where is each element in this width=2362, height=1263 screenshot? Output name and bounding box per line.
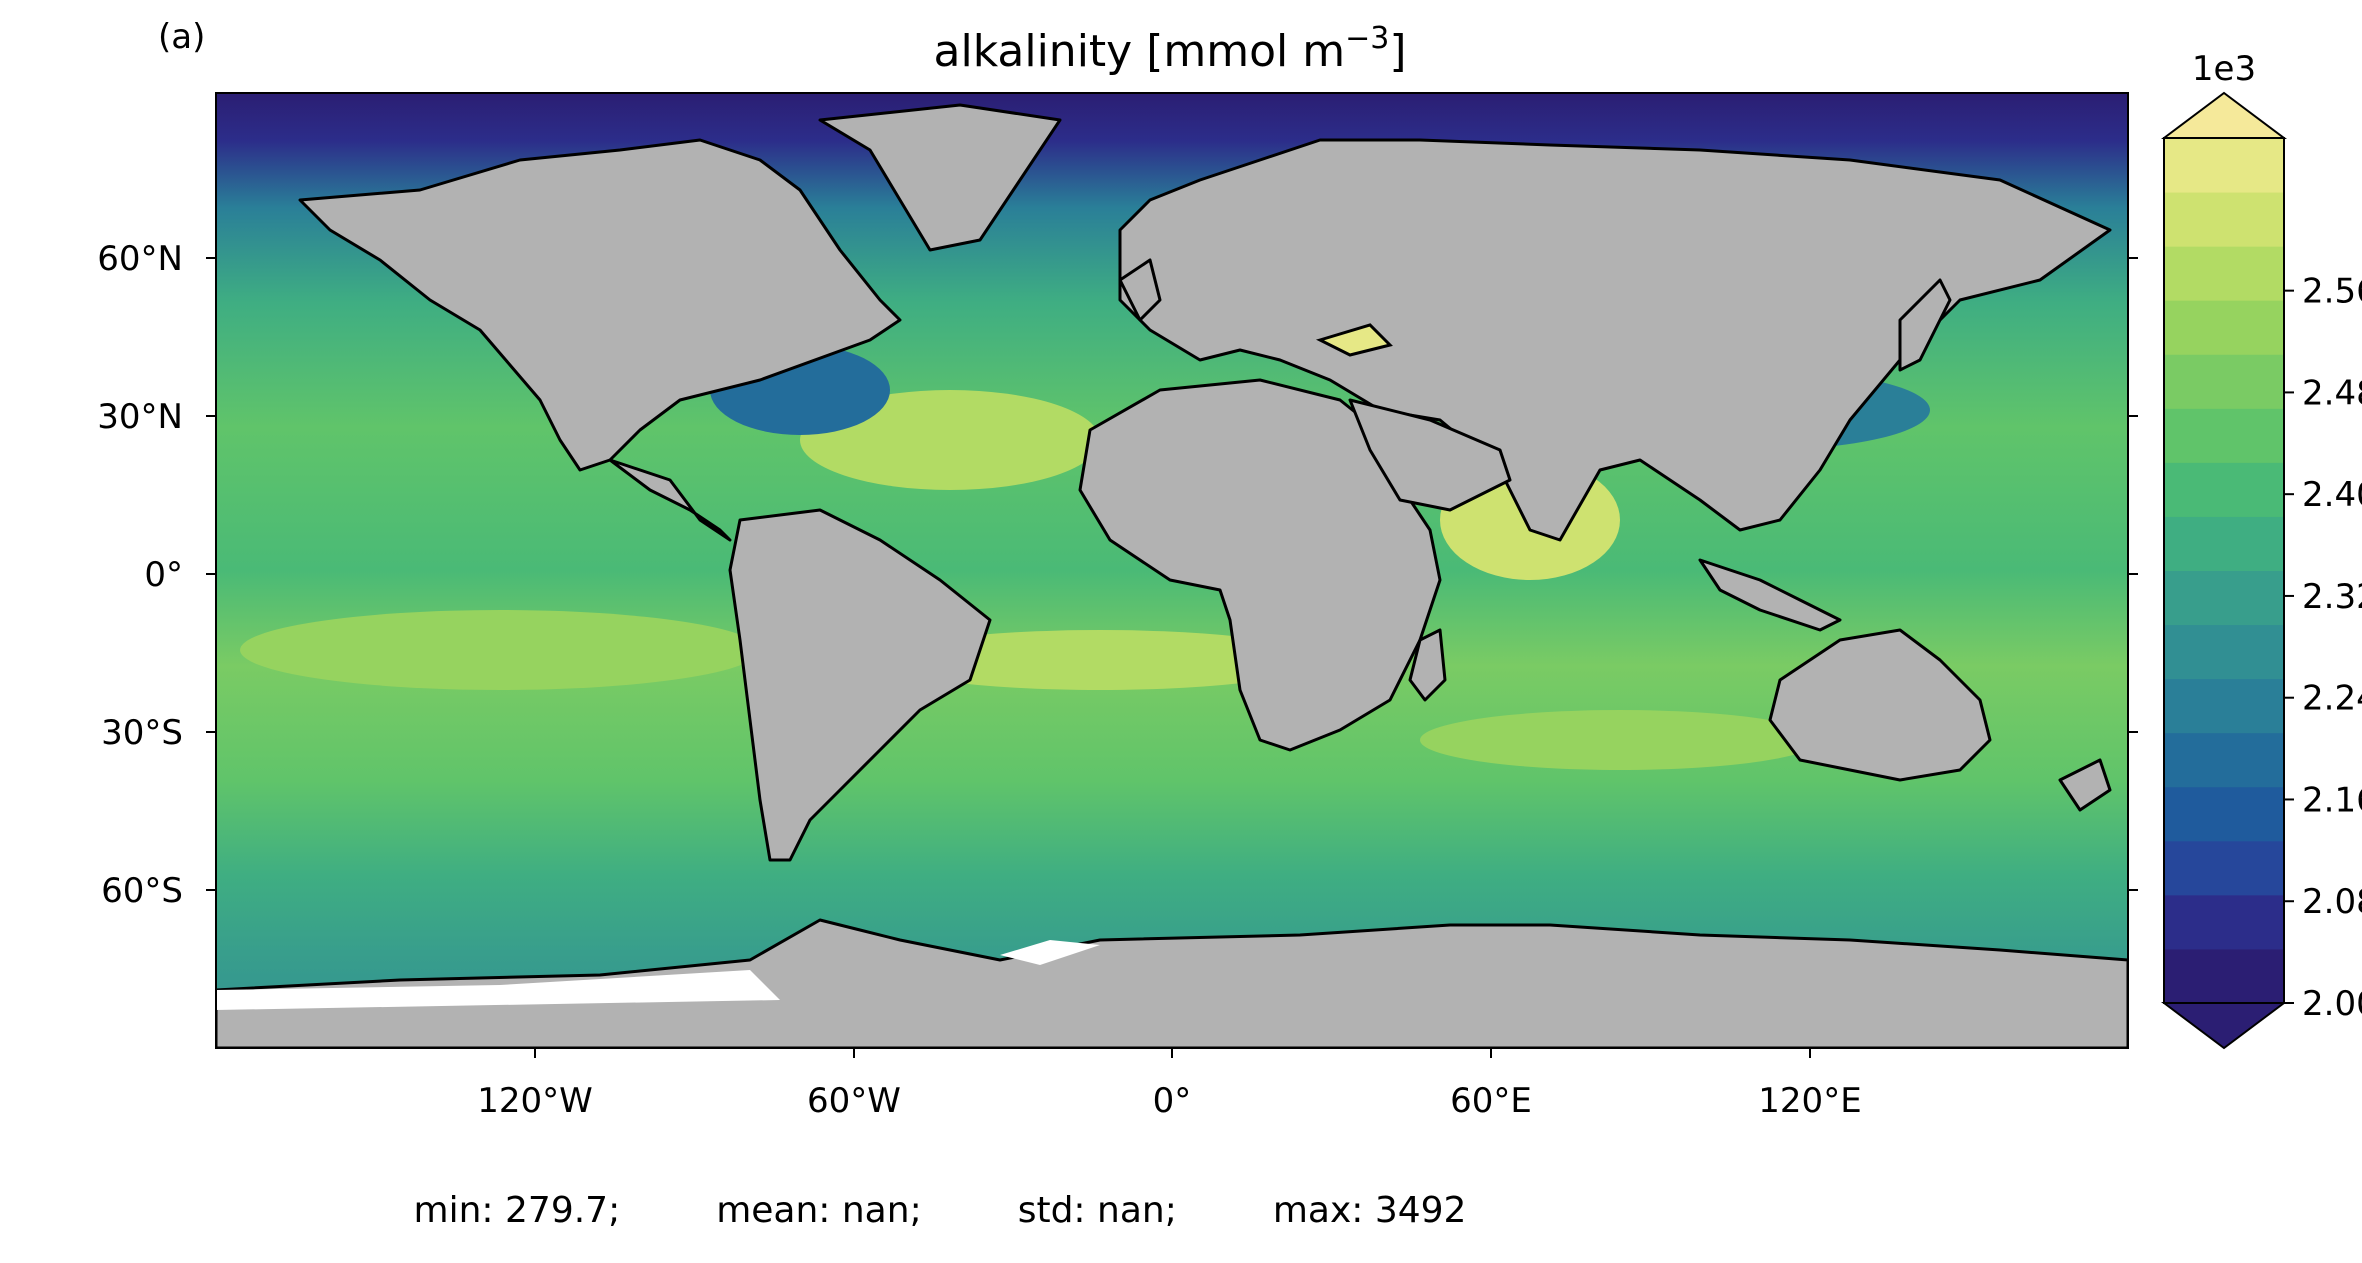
- arabia: [1348, 398, 1512, 512]
- colorbar-band: [2164, 894, 2284, 950]
- stat-std: std: nan;: [1017, 1190, 1177, 1231]
- lon-ticks: [534, 1048, 1811, 1058]
- colorbar-extend-min: [2161, 1002, 2287, 1050]
- colorbar-tick-label: 2.16: [2302, 780, 2362, 820]
- high-alkalinity-south-pacific: [240, 610, 760, 690]
- colorbar-ticks: 2.00 2.08 2.16 2.24 2.32 2.40 2.48 2.56: [2284, 272, 2362, 1024]
- colorbar-offset-label: 1e3: [2192, 49, 2256, 89]
- lat-axis: 60°N 30°N 0° 30°S 60°S: [97, 239, 2138, 911]
- inland-seas: [1315, 323, 1393, 357]
- north-america: [298, 138, 902, 472]
- map-title: alkalinity [mmol m−3]: [934, 21, 1407, 77]
- colorbar-tick-label: 2.08: [2302, 882, 2362, 922]
- colorbar-tick-label: 2.40: [2302, 475, 2362, 515]
- colorbar-extend-max: [2161, 91, 2287, 139]
- colorbar-band: [2164, 786, 2284, 842]
- title-exponent: −3: [1345, 21, 1389, 56]
- colorbar-band: [2164, 138, 2284, 193]
- colorbar-band: [2164, 516, 2284, 571]
- lon-label: 60°W: [807, 1081, 901, 1121]
- colorbar-band: [2164, 624, 2284, 680]
- colorbar-tick-label: 2.48: [2302, 373, 2362, 413]
- stat-max: max: 3492: [1272, 1190, 1467, 1231]
- lon-label: 0°: [1153, 1081, 1192, 1121]
- madagascar: [1408, 628, 1447, 702]
- lat-label: 60°N: [97, 239, 183, 279]
- colorbar-band: [2164, 570, 2284, 626]
- lat-label: 30°S: [101, 713, 183, 753]
- high-alkalinity-atlantic: [800, 390, 1100, 490]
- eurasia: [1118, 138, 2112, 542]
- colorbar: 1e3 2.00 2.08 2.16 2.24 2.32 2.40 2.48 2.56: [2161, 49, 2362, 1050]
- stat-mean: mean: nan;: [716, 1190, 922, 1231]
- lon-axis: 120°W 60°W 0° 60°E 120°E: [477, 1048, 1862, 1121]
- central-america: [608, 458, 732, 542]
- colorbar-band: [2164, 192, 2284, 247]
- title-end: ]: [1389, 26, 1406, 77]
- antarctica: [216, 918, 2128, 1048]
- indonesia: [1698, 558, 1842, 632]
- lat-label: 30°N: [97, 397, 183, 437]
- stat-min: min: 279.7;: [413, 1190, 621, 1231]
- title-main: alkalinity [mmol m: [934, 26, 1346, 77]
- colorbar-band: [2164, 354, 2284, 409]
- colorbar-tick-label: 2.24: [2302, 679, 2362, 719]
- sea-ice: [216, 940, 1100, 1010]
- new-zealand: [2058, 758, 2112, 812]
- summary-stats: min: 279.7; mean: nan; std: nan; max: 3492: [0, 1190, 1880, 1231]
- colorbar-band: [2164, 408, 2284, 463]
- british-isles: [1118, 258, 1162, 322]
- map-area: [216, 93, 2128, 1048]
- africa: [1078, 378, 1442, 752]
- colorbar-bands: [2164, 138, 2284, 1004]
- colorbar-tick-label: 2.00: [2302, 984, 2362, 1024]
- colorbar-band: [2164, 948, 2284, 1004]
- japan: [1898, 278, 1952, 372]
- colorbar-band: [2164, 462, 2284, 517]
- high-alkalinity-south-atlantic: [880, 630, 1320, 690]
- colorbar-band: [2164, 300, 2284, 355]
- colorbar-band: [2164, 678, 2284, 734]
- black-sea: [1315, 323, 1393, 357]
- australia: [1768, 628, 1992, 782]
- lon-label: 120°W: [477, 1081, 593, 1121]
- lat-ticks: [206, 257, 2138, 891]
- colorbar-frame: [2163, 137, 2285, 1004]
- lon-label: 120°E: [1758, 1081, 1861, 1121]
- greenland: [818, 103, 1062, 252]
- colorbar-band: [2164, 840, 2284, 896]
- colorbar-tick-label: 2.56: [2302, 272, 2362, 312]
- lat-label: 0°: [144, 555, 183, 595]
- high-alkalinity-indian-south: [1420, 710, 1820, 770]
- colorbar-tick-label: 2.32: [2302, 577, 2362, 617]
- south-america: [728, 508, 992, 862]
- lat-label: 60°S: [101, 871, 183, 911]
- lon-label: 60°E: [1450, 1081, 1532, 1121]
- colorbar-band: [2164, 732, 2284, 788]
- panel-label: (a): [158, 17, 205, 57]
- land-masses: [216, 103, 2128, 1048]
- colorbar-band: [2164, 246, 2284, 301]
